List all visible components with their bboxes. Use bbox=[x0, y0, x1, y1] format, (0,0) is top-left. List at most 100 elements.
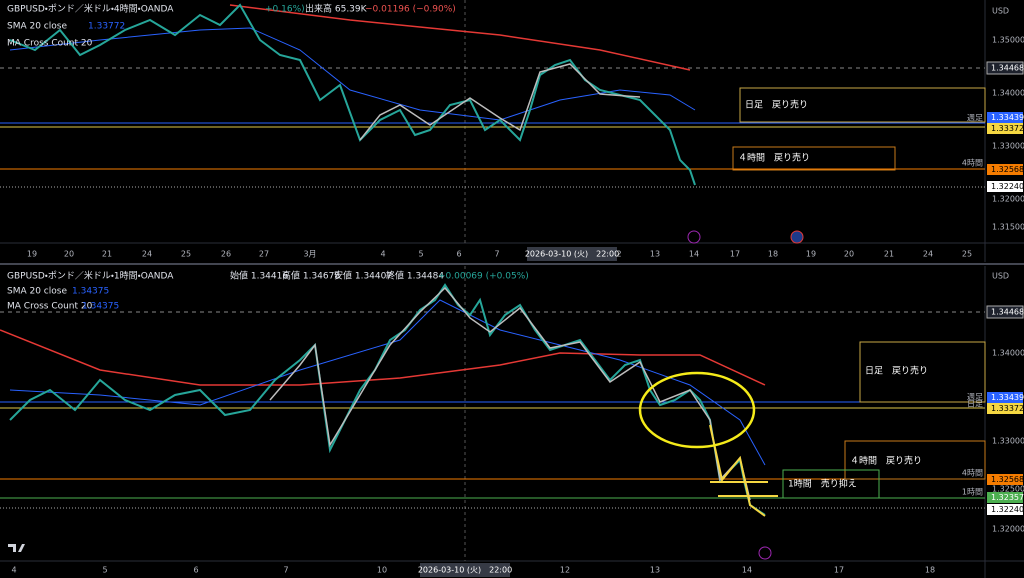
event-icon[interactable] bbox=[790, 230, 804, 244]
currency: USD bbox=[992, 272, 1009, 281]
price-label: 1.35000 bbox=[992, 36, 1024, 45]
price-label: 1.32000 bbox=[992, 525, 1024, 534]
time-label: 14 bbox=[742, 566, 752, 575]
tag-bg bbox=[987, 504, 1023, 515]
price-path bbox=[9, 3, 696, 186]
legend-value: 1.34375 bbox=[82, 302, 119, 312]
time-label: 24 bbox=[923, 250, 933, 259]
zone-label: 1時間 売り抑え bbox=[788, 478, 857, 490]
level-label: 4時間 bbox=[962, 469, 983, 478]
time-label: 3月 bbox=[303, 250, 316, 259]
tag-bg bbox=[987, 164, 1023, 175]
ohlc-low: 安値 1.34407 bbox=[334, 270, 392, 282]
time-label: 14 bbox=[689, 250, 699, 259]
zone-box bbox=[844, 440, 986, 480]
sma-line bbox=[9, 27, 696, 121]
legend-value: 1.34375 bbox=[72, 287, 109, 297]
time-label: 27 bbox=[259, 250, 269, 259]
price-tag: 1.32240 bbox=[991, 182, 1024, 191]
price-label: 1.34000 bbox=[992, 89, 1024, 98]
price-tag: 1.33439 bbox=[991, 393, 1024, 402]
zone-box bbox=[739, 87, 986, 123]
price-tag: 1.32568 bbox=[991, 475, 1024, 484]
event-icon[interactable] bbox=[687, 230, 701, 244]
level-label: 日足 bbox=[967, 400, 983, 409]
price-tag: 1.32568 bbox=[991, 165, 1024, 174]
crosshair-time: 2026-03-10 (火) 22:00 bbox=[525, 250, 619, 259]
price-label: 1.33000 bbox=[992, 437, 1024, 446]
price-tag: 1.33372 bbox=[991, 124, 1024, 133]
zone-box bbox=[782, 469, 880, 499]
crosshair-time: 2026-03-10 (火) 22:00 bbox=[418, 566, 512, 575]
time-label: 20 bbox=[64, 250, 74, 259]
time-label: 17 bbox=[730, 250, 740, 259]
time-axis: 4 5 6 7 10 12 13 14 17 18 2026-03-10 (火)… bbox=[11, 563, 935, 577]
bottom-panel: 日足 戻り売り ４時間 戻り売り 1時間 売り抑え 週足 日足 4時間 1時間 … bbox=[0, 266, 1024, 578]
tag-bg bbox=[987, 181, 1023, 192]
ohlc-change: +0.00069 (+0.05%) bbox=[438, 272, 529, 282]
price-label: 1.31500 bbox=[992, 223, 1024, 232]
ma-line bbox=[0, 329, 766, 386]
level-label: 週足 bbox=[967, 392, 983, 402]
level-label: 1時間 bbox=[962, 488, 983, 497]
time-label: 24 bbox=[142, 250, 152, 259]
time-label: 4 bbox=[11, 566, 16, 575]
price-label: 1.32500 bbox=[992, 485, 1024, 494]
price-tag: 1.34468 bbox=[991, 64, 1024, 73]
tag-bg bbox=[987, 123, 1023, 134]
time-label: 18 bbox=[925, 566, 935, 575]
time-label: 7 bbox=[494, 250, 499, 259]
legend-name: MA Cross Count 20 bbox=[7, 39, 93, 49]
time-label: 12 bbox=[560, 566, 570, 575]
tag-bg bbox=[987, 492, 1023, 503]
logo bbox=[8, 544, 25, 552]
legend-name: MA Cross Count 20 bbox=[7, 302, 93, 312]
time-label: 13 bbox=[650, 566, 660, 575]
price-label: 1.33000 bbox=[992, 142, 1024, 151]
time-label: 18 bbox=[768, 250, 778, 259]
tag-bg bbox=[986, 305, 1024, 319]
symbol: GBPUSD・ポンド／米ドル・4時間・OANDA bbox=[7, 3, 174, 15]
ohlc-open: 始値 1.34416 bbox=[230, 270, 288, 282]
tag-bg bbox=[987, 112, 1023, 123]
zone-label: 日足 戻り売り bbox=[745, 99, 808, 111]
zone-label: ４時間 戻り売り bbox=[738, 152, 810, 164]
time-label: 25 bbox=[962, 250, 972, 259]
price-tag: 1.32240 bbox=[991, 505, 1024, 514]
highlight-ellipse bbox=[638, 371, 756, 449]
time-label: 7 bbox=[283, 566, 288, 575]
cross-path bbox=[359, 63, 641, 141]
symbol: GBPUSD・ポンド／米ドル・1時間・OANDA bbox=[7, 270, 174, 282]
tag-bg bbox=[987, 403, 1023, 414]
time-label: 5 bbox=[418, 250, 423, 259]
legend-name: SMA 20 close bbox=[7, 22, 67, 32]
tag-bg bbox=[986, 61, 1024, 75]
time-label: 19 bbox=[27, 250, 37, 259]
time-label: 26 bbox=[221, 250, 231, 259]
time-label: 13 bbox=[650, 250, 660, 259]
tag-bg bbox=[987, 474, 1023, 485]
price-tag: 1.34468 bbox=[991, 308, 1024, 317]
time-label: 5 bbox=[102, 566, 107, 575]
time-label: 17 bbox=[834, 566, 844, 575]
crosshair-tag bbox=[527, 247, 617, 261]
event-icon[interactable] bbox=[758, 546, 772, 560]
currency: USD bbox=[992, 7, 1009, 16]
top-panel: 日足 戻り売り ４時間 戻り売り 週足 4時間 GBPUSD・ポンド／米ドル・4… bbox=[0, 0, 1024, 262]
zone-label: ４時間 戻り売り bbox=[850, 455, 922, 467]
legend-value: 1.33772 bbox=[88, 22, 125, 32]
time-axis: 19 20 21 24 25 26 27 3月 4 5 6 7 2 13 14 … bbox=[27, 247, 972, 261]
price-tag: 1.33372 bbox=[991, 404, 1024, 413]
tag-bg bbox=[987, 392, 1023, 403]
price-path bbox=[9, 283, 766, 516]
ma-line bbox=[229, 4, 691, 71]
change: +0.16%) bbox=[265, 5, 305, 15]
price-tag: 1.33439 bbox=[991, 113, 1024, 122]
ohlc-close: 終値 1.34484 bbox=[386, 270, 444, 282]
level-label: 週足 bbox=[967, 113, 983, 123]
time-label: 21 bbox=[884, 250, 894, 259]
time-label: 20 bbox=[844, 250, 854, 259]
price-tag: 1.32357 bbox=[991, 493, 1024, 502]
